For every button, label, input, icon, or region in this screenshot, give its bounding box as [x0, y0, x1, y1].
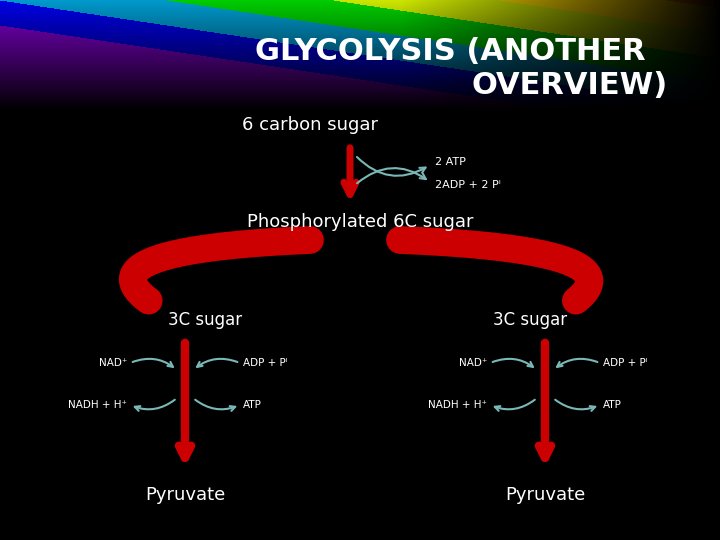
Text: 2 ATP: 2 ATP	[435, 157, 466, 167]
Text: Phosphorylated 6C sugar: Phosphorylated 6C sugar	[247, 213, 473, 231]
Text: ATP: ATP	[603, 400, 622, 410]
Text: 2ADP + 2 Pᴵ: 2ADP + 2 Pᴵ	[435, 180, 501, 190]
Text: Pyruvate: Pyruvate	[145, 486, 225, 504]
Text: GLYCOLYSIS (ANOTHER: GLYCOLYSIS (ANOTHER	[255, 37, 645, 66]
Text: ADP + Pᴵ: ADP + Pᴵ	[603, 358, 647, 368]
Text: 3C sugar: 3C sugar	[168, 311, 242, 329]
Text: Pyruvate: Pyruvate	[505, 486, 585, 504]
Text: NAD⁺: NAD⁺	[99, 358, 127, 368]
Text: 6 carbon sugar: 6 carbon sugar	[242, 116, 378, 134]
Polygon shape	[0, 35, 720, 100]
Polygon shape	[0, 5, 720, 25]
Polygon shape	[0, 30, 720, 87]
Text: ADP + Pᴵ: ADP + Pᴵ	[243, 358, 287, 368]
Polygon shape	[0, 25, 720, 75]
Text: ATP: ATP	[243, 400, 262, 410]
Text: NAD⁺: NAD⁺	[459, 358, 487, 368]
Polygon shape	[0, 0, 720, 12]
Text: 3C sugar: 3C sugar	[493, 311, 567, 329]
Text: OVERVIEW): OVERVIEW)	[472, 71, 668, 99]
Polygon shape	[0, 20, 720, 63]
Text: NADH + H⁺: NADH + H⁺	[68, 400, 127, 410]
Polygon shape	[0, 10, 720, 37]
Polygon shape	[0, 15, 720, 50]
Text: NADH + H⁺: NADH + H⁺	[428, 400, 487, 410]
